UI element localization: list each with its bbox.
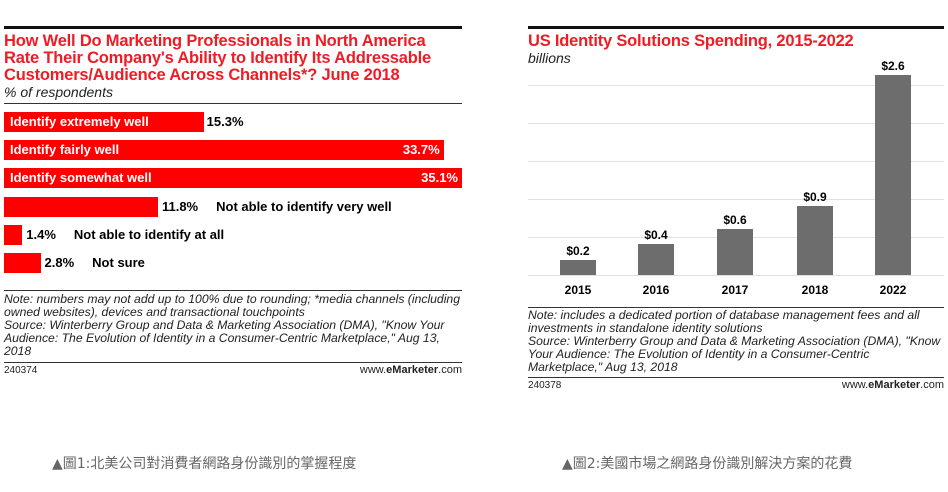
brand-suffix: .com — [920, 379, 944, 391]
bar — [638, 244, 674, 275]
x-tick-label: 2015 — [564, 283, 592, 297]
value-label: $0.2 — [566, 243, 590, 258]
value-label: $2.6 — [881, 59, 905, 73]
gridline — [528, 161, 944, 162]
bar-area: Identify extremely well 15.3% Identify fai… — [4, 104, 462, 282]
chart-title: US Identity Solutions Spending, 2015-202… — [528, 32, 854, 50]
value-label: 15.3% — [206, 114, 244, 129]
brand-name: eMarketer — [386, 364, 439, 376]
brand-link[interactable]: www.eMarketer.com — [842, 379, 944, 391]
chart-source: Source: Winterberry Group and Data & Mar… — [528, 334, 941, 374]
x-tick-label: 2022 — [879, 283, 907, 297]
bar — [4, 224, 23, 245]
plot-area: $0.2 2015 $0.4 2016 $0.6 2017 $0.9 2018 $2.6 2022 — [528, 59, 944, 303]
bar — [560, 259, 596, 275]
chart-title: How Well Do Marketing Professionals in N… — [4, 32, 432, 84]
bar: Identify somewhat well — [4, 168, 462, 189]
brand-prefix: www. — [841, 379, 869, 391]
caption-left: ▲圖1:北美公司對消費者網路身份識別的掌握程度 — [52, 456, 357, 472]
chart-source: Source: Winterberry Group and Data & Mar… — [4, 318, 445, 358]
value-label: 1.4% — [26, 226, 56, 242]
category-label: Identify somewhat well — [10, 170, 152, 186]
category-label: Not able to identify very well — [216, 198, 392, 214]
bar — [4, 253, 41, 273]
brand-link[interactable]: www.eMarketer.com — [360, 364, 462, 376]
chart-panel-right: US Identity Solutions Spending, 2015-202… — [528, 26, 944, 392]
bar — [4, 196, 158, 217]
top-rule — [4, 26, 462, 29]
value-label: 35.1% — [421, 170, 458, 186]
divider — [4, 362, 462, 363]
divider — [4, 290, 462, 291]
x-tick-label: 2017 — [721, 283, 749, 297]
brand-name: eMarketer — [868, 379, 921, 391]
bar — [797, 205, 833, 275]
bar — [875, 75, 911, 275]
gridline — [528, 85, 944, 86]
gridline — [528, 275, 944, 276]
divider — [528, 377, 944, 378]
brand-prefix: www. — [359, 364, 387, 376]
brand-suffix: .com — [438, 364, 462, 376]
bar: Identify extremely well — [4, 112, 204, 132]
gridline — [528, 199, 944, 200]
chart-note: Note: includes a dedicated portion of da… — [528, 308, 920, 335]
x-tick-label: 2016 — [642, 283, 670, 297]
bar: Identify fairly well — [4, 140, 444, 161]
category-label: Not sure — [92, 255, 145, 270]
category-label: Not able to identify at all — [73, 226, 225, 242]
value-label: 2.8% — [44, 255, 75, 270]
value-label: $0.9 — [803, 189, 827, 204]
chart-id: 240374 — [4, 365, 38, 376]
chart-id: 240378 — [528, 380, 562, 391]
category-label: Identify fairly well — [10, 142, 120, 158]
top-rule — [528, 26, 944, 29]
divider — [528, 307, 944, 308]
value-label: $0.4 — [644, 228, 668, 243]
chart-panel-left: How Well Do Marketing Professionals in N… — [4, 26, 462, 377]
value-label: $0.6 — [723, 212, 747, 227]
bar — [717, 228, 753, 275]
category-label: Identify extremely well — [10, 114, 149, 129]
chart-footer: 240378 www.eMarketer.com — [528, 378, 944, 392]
chart-subtitle: % of respondents — [4, 84, 113, 100]
chart-subtitle: billions — [528, 50, 571, 66]
value-label: 11.8% — [161, 198, 199, 214]
x-tick-label: 2018 — [801, 283, 829, 297]
value-label: 33.7% — [402, 142, 440, 158]
chart-note: Note: numbers may not add up to 100% due… — [4, 292, 460, 319]
divider — [4, 103, 462, 104]
caption-right: ▲圖2:美國市場之網路身份識別解決方案的花費 — [562, 456, 853, 472]
chart-footer: 240374 www.eMarketer.com — [4, 363, 462, 377]
gridline — [528, 123, 944, 124]
